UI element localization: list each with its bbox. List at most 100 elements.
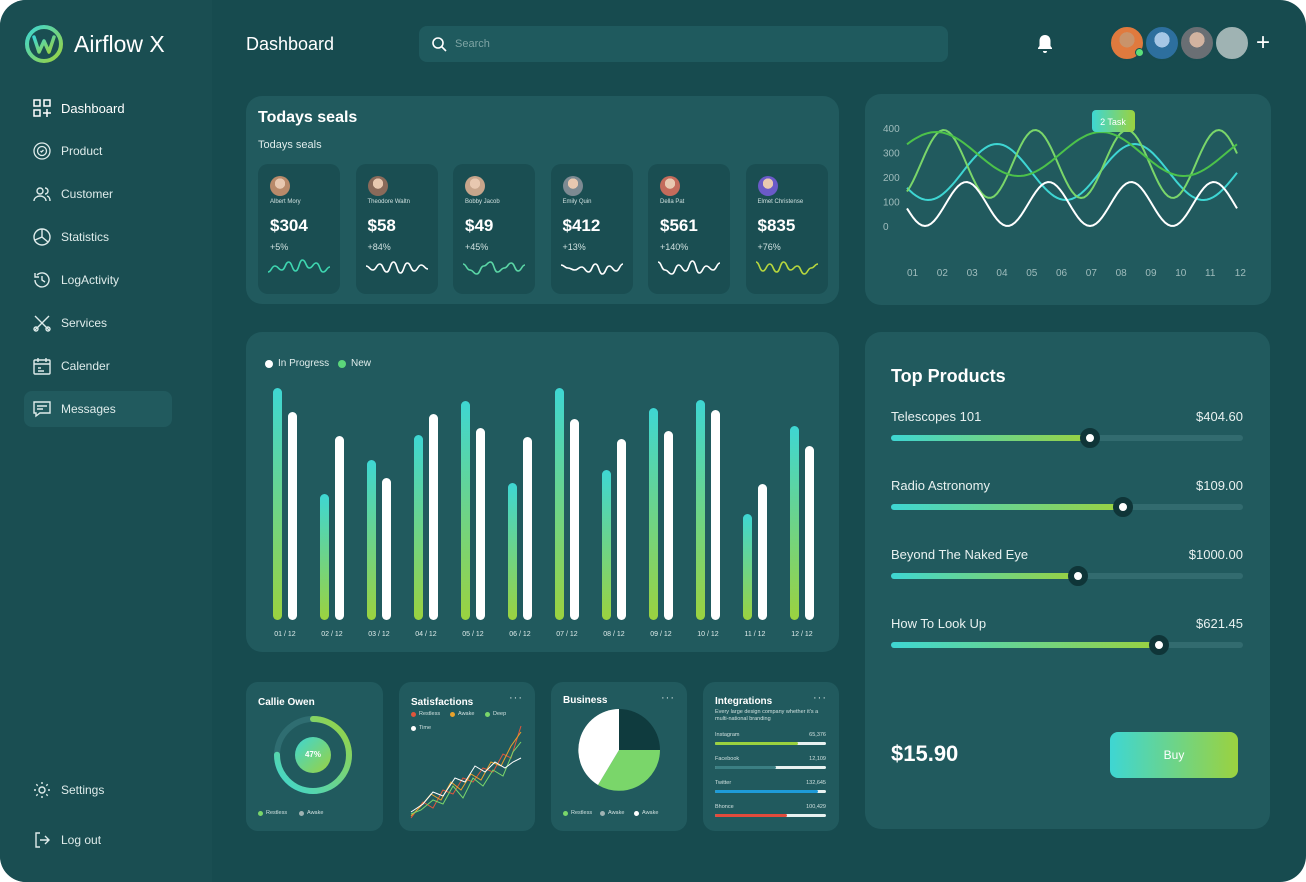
search-bar[interactable]	[419, 26, 948, 62]
legend-dot	[485, 711, 490, 717]
x-tick-label: 07 / 12	[556, 631, 578, 638]
integration-name: Facebook	[715, 756, 740, 762]
bar-new	[696, 400, 705, 620]
avatar[interactable]	[1109, 25, 1145, 61]
bar-in-progress	[335, 436, 344, 620]
logout-button[interactable]: Log out	[24, 822, 174, 858]
add-member-icon[interactable]: +	[1256, 29, 1271, 56]
series-line-awake	[410, 731, 522, 817]
legend-awake: Awake	[299, 810, 323, 816]
product-progress-track	[891, 428, 1243, 448]
product-progress-knob[interactable]	[1148, 635, 1169, 655]
integration-track	[715, 742, 826, 745]
total-price: $15.90	[891, 741, 959, 766]
person-change: +76%	[757, 242, 781, 252]
legend-label: Time	[419, 725, 432, 731]
legend-restless: Restless	[258, 810, 287, 816]
sidebar-item-statistics[interactable]: Statistics	[24, 219, 172, 255]
product-progress-knob[interactable]	[1079, 428, 1100, 448]
bar-in-progress	[664, 431, 673, 620]
person-amount: $304	[270, 216, 308, 235]
legend-dot	[299, 810, 304, 816]
y-tick-label: 300	[883, 149, 900, 160]
sidebar-item-customer[interactable]: Customer	[24, 176, 172, 212]
person-amount: $58	[367, 216, 396, 235]
card-title: Integrations	[715, 696, 773, 707]
wave-chart-card: 400 300 200 100 0 01 02 03 04 05 06 07 08 09 10 11 12 2 T…	[865, 94, 1271, 305]
bar-chart-card: In Progress New 01 / 12 02 / 12 03 / 12 04 …	[246, 332, 839, 652]
online-status-dot	[1135, 48, 1144, 57]
x-tick-label: 08 / 12	[603, 631, 625, 638]
more-options-icon[interactable]: ···	[813, 692, 827, 704]
bar-new	[508, 483, 517, 620]
avatar[interactable]	[1214, 25, 1250, 61]
x-tick-label: 12	[1235, 268, 1247, 279]
person-name: Elmet Christense	[757, 199, 804, 205]
sidebar: Airflow X Dashboard Product Customer Sta…	[0, 0, 212, 882]
avatar[interactable]	[1144, 25, 1180, 61]
legend-dot	[450, 711, 455, 717]
x-tick-label: 01 / 12	[274, 631, 296, 638]
card-title: Business	[563, 695, 608, 706]
donut-arc	[274, 716, 352, 794]
sidebar-item-calender[interactable]: Calender	[24, 348, 172, 384]
product-progress-knob[interactable]	[1067, 566, 1088, 586]
sparkline	[268, 259, 330, 273]
x-tick-label: 01	[907, 268, 919, 279]
x-tick-label: 06 / 12	[509, 631, 531, 638]
task-badge[interactable]	[1092, 110, 1135, 132]
legend-label: Restless	[419, 711, 441, 717]
avatar	[562, 176, 583, 196]
legend-label: Awake	[307, 810, 324, 816]
person-name: Theodore Waltn	[367, 199, 410, 205]
sidebar-item-services[interactable]: Services	[24, 305, 172, 341]
person-change: +13%	[562, 242, 586, 252]
person-card[interactable]: Albert Mory $304 +5%	[258, 164, 340, 294]
person-card[interactable]: Emily Quin $412 +13%	[550, 164, 633, 294]
sidebar-item-logactivity[interactable]: LogActivity	[24, 262, 172, 298]
legend-time: Time	[411, 725, 431, 731]
person-card[interactable]: Theodore Waltn $58 +84%	[355, 164, 438, 294]
sparkline-path	[365, 261, 428, 274]
more-options-icon[interactable]: ···	[509, 692, 523, 704]
person-card[interactable]: Elmet Christense $835 +76%	[745, 164, 828, 294]
avatar[interactable]	[1179, 25, 1215, 61]
wave-line-cyan	[906, 142, 1238, 202]
logo[interactable]: Airflow X	[24, 24, 165, 64]
sidebar-item-dashboard[interactable]: Dashboard	[24, 90, 172, 126]
pie-slice	[619, 709, 660, 750]
bar-new	[367, 460, 376, 620]
bar-new	[461, 401, 470, 620]
search-input[interactable]	[455, 38, 915, 50]
buy-button[interactable]: Buy	[1110, 732, 1238, 778]
gear-icon	[34, 782, 50, 798]
integration-fill	[715, 766, 777, 769]
person-card[interactable]: Bobby Jacob $49 +45%	[453, 164, 535, 294]
users-icon	[33, 187, 51, 202]
integration-fill	[715, 742, 799, 745]
x-tick-label: 04	[996, 268, 1008, 279]
sidebar-item-label: Customer	[61, 187, 114, 201]
integration-fill	[715, 790, 819, 793]
person-card[interactable]: Della Pat $561 +140%	[648, 164, 730, 294]
product-progress-knob[interactable]	[1113, 497, 1134, 517]
task-badge-label: 2 Task	[1100, 117, 1126, 127]
legend-restless: Restless	[563, 810, 592, 816]
sidebar-item-messages[interactable]: Messages	[24, 391, 172, 427]
x-tick-label: 02	[937, 268, 949, 279]
integration-value: 132,645	[806, 780, 826, 786]
integration-name: Instagram	[715, 732, 740, 738]
sidebar-item-label: Dashboard	[61, 100, 125, 116]
legend-dot	[338, 359, 346, 368]
settings-button[interactable]: Settings	[24, 772, 174, 808]
more-options-icon[interactable]: ···	[661, 692, 675, 704]
sparkline-path	[463, 261, 525, 275]
team-avatars: +	[1109, 25, 1270, 61]
legend-dot	[634, 810, 639, 816]
integration-track	[715, 814, 826, 817]
y-tick-label: 200	[883, 173, 900, 184]
person-amount: $561	[660, 216, 698, 235]
bar-new	[555, 388, 564, 620]
notification-bell-icon[interactable]	[1036, 34, 1054, 54]
sidebar-item-product[interactable]: Product	[24, 133, 172, 169]
